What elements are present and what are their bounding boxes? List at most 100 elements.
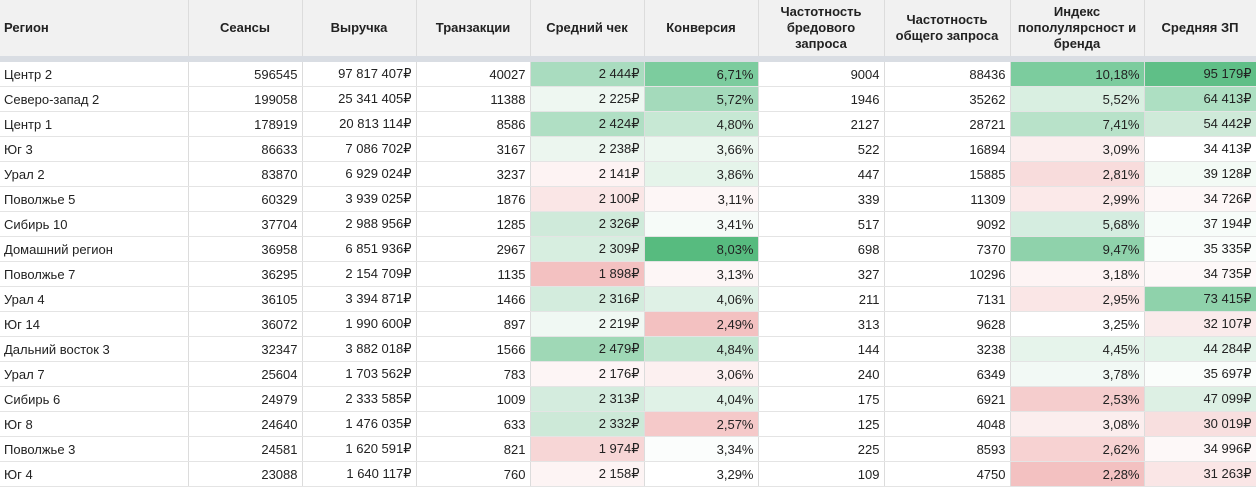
cell-region[interactable]: Юг 8 [0, 411, 189, 437]
cell-revenue[interactable]: 20 813 114₽ [302, 111, 417, 137]
cell-freq-general-query[interactable]: 15885 [884, 161, 1011, 187]
cell-sessions[interactable]: 36105 [188, 286, 303, 312]
header-transactions[interactable]: Транзакции [416, 0, 531, 56]
cell-sessions[interactable]: 24640 [188, 411, 303, 437]
cell-sessions[interactable]: 60329 [188, 186, 303, 212]
cell-transactions[interactable]: 2967 [416, 236, 531, 262]
cell-transactions[interactable]: 1566 [416, 336, 531, 362]
cell-freq-general-query[interactable]: 4048 [884, 411, 1011, 437]
cell-avg-salary[interactable]: 35 697₽ [1144, 361, 1256, 387]
cell-avg-check[interactable]: 2 316₽ [530, 286, 645, 312]
cell-brand-index[interactable]: 2,99% [1010, 186, 1145, 212]
cell-conversion[interactable]: 4,04% [644, 386, 759, 412]
cell-avg-check[interactable]: 2 141₽ [530, 161, 645, 187]
cell-freq-general-query[interactable]: 3238 [884, 336, 1011, 362]
cell-freq-bad-query[interactable]: 2127 [758, 111, 885, 137]
cell-freq-general-query[interactable]: 4750 [884, 461, 1011, 487]
cell-avg-check[interactable]: 2 158₽ [530, 461, 645, 487]
cell-freq-general-query[interactable]: 7370 [884, 236, 1011, 262]
cell-revenue[interactable]: 2 333 585₽ [302, 386, 417, 412]
cell-brand-index[interactable]: 10,18% [1010, 62, 1145, 87]
cell-freq-general-query[interactable]: 6349 [884, 361, 1011, 387]
cell-freq-general-query[interactable]: 16894 [884, 136, 1011, 162]
cell-freq-bad-query[interactable]: 1946 [758, 86, 885, 112]
cell-brand-index[interactable]: 5,68% [1010, 211, 1145, 237]
cell-brand-index[interactable]: 3,78% [1010, 361, 1145, 387]
cell-conversion[interactable]: 4,06% [644, 286, 759, 312]
cell-avg-check[interactable]: 2 100₽ [530, 186, 645, 212]
cell-revenue[interactable]: 1 703 562₽ [302, 361, 417, 387]
cell-revenue[interactable]: 97 817 407₽ [302, 62, 417, 87]
cell-avg-salary[interactable]: 95 179₽ [1144, 62, 1256, 87]
cell-conversion[interactable]: 3,29% [644, 461, 759, 487]
cell-region[interactable]: Урал 2 [0, 161, 189, 187]
cell-avg-check[interactable]: 2 238₽ [530, 136, 645, 162]
header-conversion[interactable]: Конверсия [644, 0, 759, 56]
cell-avg-salary[interactable]: 39 128₽ [1144, 161, 1256, 187]
cell-conversion[interactable]: 8,03% [644, 236, 759, 262]
cell-freq-general-query[interactable]: 6921 [884, 386, 1011, 412]
cell-freq-general-query[interactable]: 28721 [884, 111, 1011, 137]
cell-freq-general-query[interactable]: 7131 [884, 286, 1011, 312]
cell-freq-bad-query[interactable]: 698 [758, 236, 885, 262]
cell-conversion[interactable]: 3,34% [644, 436, 759, 462]
cell-freq-bad-query[interactable]: 175 [758, 386, 885, 412]
cell-avg-salary[interactable]: 31 263₽ [1144, 461, 1256, 487]
cell-sessions[interactable]: 86633 [188, 136, 303, 162]
cell-avg-check[interactable]: 2 225₽ [530, 86, 645, 112]
cell-sessions[interactable]: 25604 [188, 361, 303, 387]
cell-avg-check[interactable]: 2 219₽ [530, 311, 645, 337]
cell-freq-bad-query[interactable]: 517 [758, 211, 885, 237]
cell-region[interactable]: Дальний восток 3 [0, 336, 189, 362]
cell-conversion[interactable]: 4,84% [644, 336, 759, 362]
cell-region[interactable]: Центр 2 [0, 62, 189, 87]
cell-avg-check[interactable]: 2 309₽ [530, 236, 645, 262]
cell-avg-salary[interactable]: 34 735₽ [1144, 261, 1256, 287]
cell-freq-general-query[interactable]: 8593 [884, 436, 1011, 462]
cell-region[interactable]: Поволжье 7 [0, 261, 189, 287]
cell-avg-check[interactable]: 2 479₽ [530, 336, 645, 362]
cell-transactions[interactable]: 1285 [416, 211, 531, 237]
cell-revenue[interactable]: 3 394 871₽ [302, 286, 417, 312]
cell-brand-index[interactable]: 2,53% [1010, 386, 1145, 412]
cell-avg-check[interactable]: 2 313₽ [530, 386, 645, 412]
cell-avg-salary[interactable]: 44 284₽ [1144, 336, 1256, 362]
cell-revenue[interactable]: 25 341 405₽ [302, 86, 417, 112]
cell-avg-salary[interactable]: 34 413₽ [1144, 136, 1256, 162]
cell-brand-index[interactable]: 3,09% [1010, 136, 1145, 162]
cell-freq-general-query[interactable]: 88436 [884, 62, 1011, 87]
cell-revenue[interactable]: 3 939 025₽ [302, 186, 417, 212]
cell-avg-check[interactable]: 1 898₽ [530, 261, 645, 287]
cell-sessions[interactable]: 24581 [188, 436, 303, 462]
cell-region[interactable]: Домашний регион [0, 236, 189, 262]
cell-transactions[interactable]: 1466 [416, 286, 531, 312]
cell-brand-index[interactable]: 3,08% [1010, 411, 1145, 437]
cell-avg-salary[interactable]: 30 019₽ [1144, 411, 1256, 437]
cell-brand-index[interactable]: 2,81% [1010, 161, 1145, 187]
cell-transactions[interactable]: 1009 [416, 386, 531, 412]
cell-revenue[interactable]: 1 640 117₽ [302, 461, 417, 487]
cell-conversion[interactable]: 5,72% [644, 86, 759, 112]
cell-region[interactable]: Урал 4 [0, 286, 189, 312]
header-avg-salary[interactable]: Средняя ЗП [1144, 0, 1256, 56]
cell-freq-general-query[interactable]: 11309 [884, 186, 1011, 212]
cell-freq-bad-query[interactable]: 211 [758, 286, 885, 312]
cell-avg-check[interactable]: 2 424₽ [530, 111, 645, 137]
cell-revenue[interactable]: 1 476 035₽ [302, 411, 417, 437]
cell-region[interactable]: Урал 7 [0, 361, 189, 387]
cell-avg-salary[interactable]: 37 194₽ [1144, 211, 1256, 237]
cell-freq-bad-query[interactable]: 327 [758, 261, 885, 287]
cell-avg-salary[interactable]: 73 415₽ [1144, 286, 1256, 312]
cell-conversion[interactable]: 3,41% [644, 211, 759, 237]
cell-brand-index[interactable]: 2,28% [1010, 461, 1145, 487]
cell-conversion[interactable]: 3,86% [644, 161, 759, 187]
cell-transactions[interactable]: 1876 [416, 186, 531, 212]
cell-transactions[interactable]: 3237 [416, 161, 531, 187]
cell-conversion[interactable]: 3,13% [644, 261, 759, 287]
cell-revenue[interactable]: 2 154 709₽ [302, 261, 417, 287]
cell-sessions[interactable]: 24979 [188, 386, 303, 412]
cell-avg-salary[interactable]: 34 726₽ [1144, 186, 1256, 212]
cell-transactions[interactable]: 821 [416, 436, 531, 462]
cell-revenue[interactable]: 1 990 600₽ [302, 311, 417, 337]
cell-conversion[interactable]: 3,06% [644, 361, 759, 387]
